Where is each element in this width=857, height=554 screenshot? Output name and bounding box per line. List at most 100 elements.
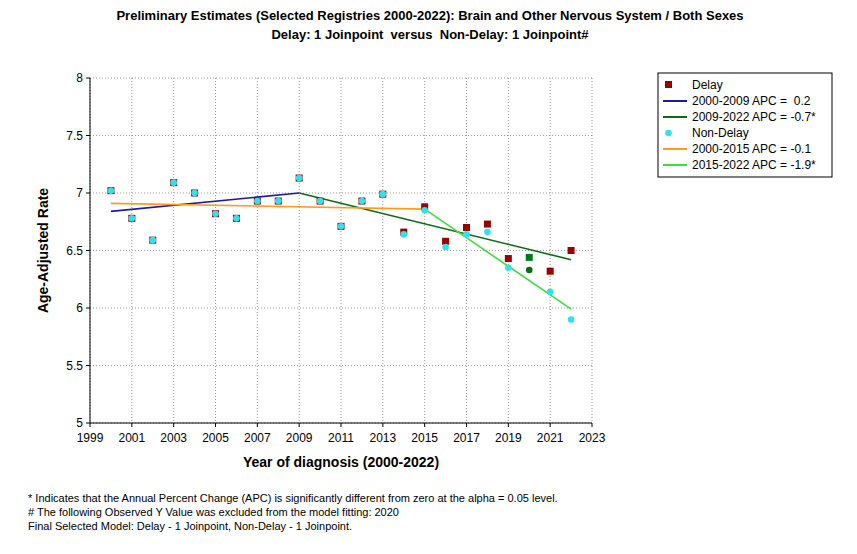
point <box>317 198 324 205</box>
tick-label: 2019 <box>495 431 522 445</box>
tick-label: 2003 <box>160 431 187 445</box>
point <box>149 237 156 244</box>
tick <box>86 365 90 366</box>
grid-line <box>90 365 592 366</box>
point <box>421 207 428 214</box>
point <box>463 231 470 238</box>
point <box>233 215 240 222</box>
point <box>400 231 407 238</box>
footnote: Final Selected Model: Delay - 1 Joinpoin… <box>28 520 352 532</box>
point <box>191 190 198 197</box>
tick <box>550 423 551 427</box>
tick <box>173 423 174 427</box>
point <box>107 187 114 194</box>
legend-swatch <box>663 100 687 102</box>
tick-label: 2001 <box>118 431 145 445</box>
tick <box>131 423 132 427</box>
legend-box <box>658 73 832 177</box>
point <box>128 215 135 222</box>
point <box>254 198 261 205</box>
point <box>526 254 533 261</box>
background <box>0 0 857 554</box>
legend-swatch <box>665 81 672 88</box>
tick <box>466 423 467 427</box>
grid-line <box>90 250 592 251</box>
tick <box>86 193 90 194</box>
tick-label: 2007 <box>244 431 271 445</box>
grid-line <box>131 78 132 423</box>
legend-label: 2000-2015 APC = -0.1 <box>692 142 811 156</box>
legend-label: 2009-2022 APC = -0.7* <box>692 110 816 124</box>
fit-line <box>111 203 425 209</box>
tick-label: 7 <box>76 186 83 200</box>
grid-line <box>215 78 216 423</box>
title: Preliminary Estimates (Selected Registri… <box>116 8 743 23</box>
point <box>568 316 575 323</box>
point <box>442 244 449 251</box>
subtitle: Delay: 1 Joinpoint versus Non-Delay: 1 J… <box>271 27 589 42</box>
tick <box>424 423 425 427</box>
point <box>379 191 386 198</box>
tick-label: 7.5 <box>66 129 83 143</box>
fit-line <box>425 209 571 309</box>
point <box>212 210 219 217</box>
legend-label: Delay <box>692 78 723 92</box>
point <box>108 187 115 194</box>
y-axis-label: Age-Adjusted Rate <box>35 188 51 313</box>
fit-line <box>299 193 571 260</box>
point <box>212 210 219 217</box>
point <box>233 215 240 222</box>
point <box>505 255 512 262</box>
legend-label: Non-Delay <box>692 126 749 140</box>
point <box>191 190 198 197</box>
tick-label: 6 <box>76 301 83 315</box>
point <box>275 198 282 205</box>
tick <box>86 308 90 309</box>
grid-line <box>592 78 593 423</box>
grid-line <box>299 78 300 423</box>
point <box>129 215 136 222</box>
grid-line <box>90 308 592 309</box>
point <box>359 198 366 205</box>
tick-label: 1999 <box>77 431 104 445</box>
tick-label: 2005 <box>202 431 229 445</box>
point <box>358 198 365 205</box>
point <box>484 221 491 228</box>
tick-label: 8 <box>76 71 83 85</box>
legend-label: 2015-2022 APC = -1.9* <box>692 158 816 172</box>
tick-label: 2011 <box>328 431 354 445</box>
tick <box>86 135 90 136</box>
tick <box>86 423 90 424</box>
legend-swatch <box>663 164 687 166</box>
grid-line <box>466 78 467 423</box>
legend-label: 2000-2009 APC = 0.2 <box>692 94 811 108</box>
tick <box>215 423 216 427</box>
tick-label: 2017 <box>453 431 480 445</box>
point <box>317 198 324 205</box>
point <box>526 267 533 274</box>
point <box>380 191 387 198</box>
point <box>296 175 303 182</box>
point <box>547 268 554 275</box>
point <box>170 179 177 186</box>
tick-label: 2021 <box>537 431 564 445</box>
grid-line <box>508 78 509 423</box>
tick <box>90 423 91 427</box>
point <box>275 198 282 205</box>
grid-line <box>382 78 383 423</box>
point <box>442 238 449 245</box>
grid <box>90 78 592 423</box>
legend-swatch <box>663 116 687 118</box>
point <box>484 229 491 236</box>
tick-label: 5.5 <box>66 359 83 373</box>
tick <box>257 423 258 427</box>
plot-area <box>107 175 574 323</box>
grid-line <box>550 78 551 423</box>
tick <box>86 250 90 251</box>
legend: Delay 2000-2009 APC = 0.2 2009-2022 APC = … <box>658 73 832 177</box>
tick-label: 2009 <box>286 431 313 445</box>
grid-line <box>257 78 258 423</box>
point <box>505 264 512 271</box>
fit-line <box>111 193 299 211</box>
tick <box>592 423 593 427</box>
